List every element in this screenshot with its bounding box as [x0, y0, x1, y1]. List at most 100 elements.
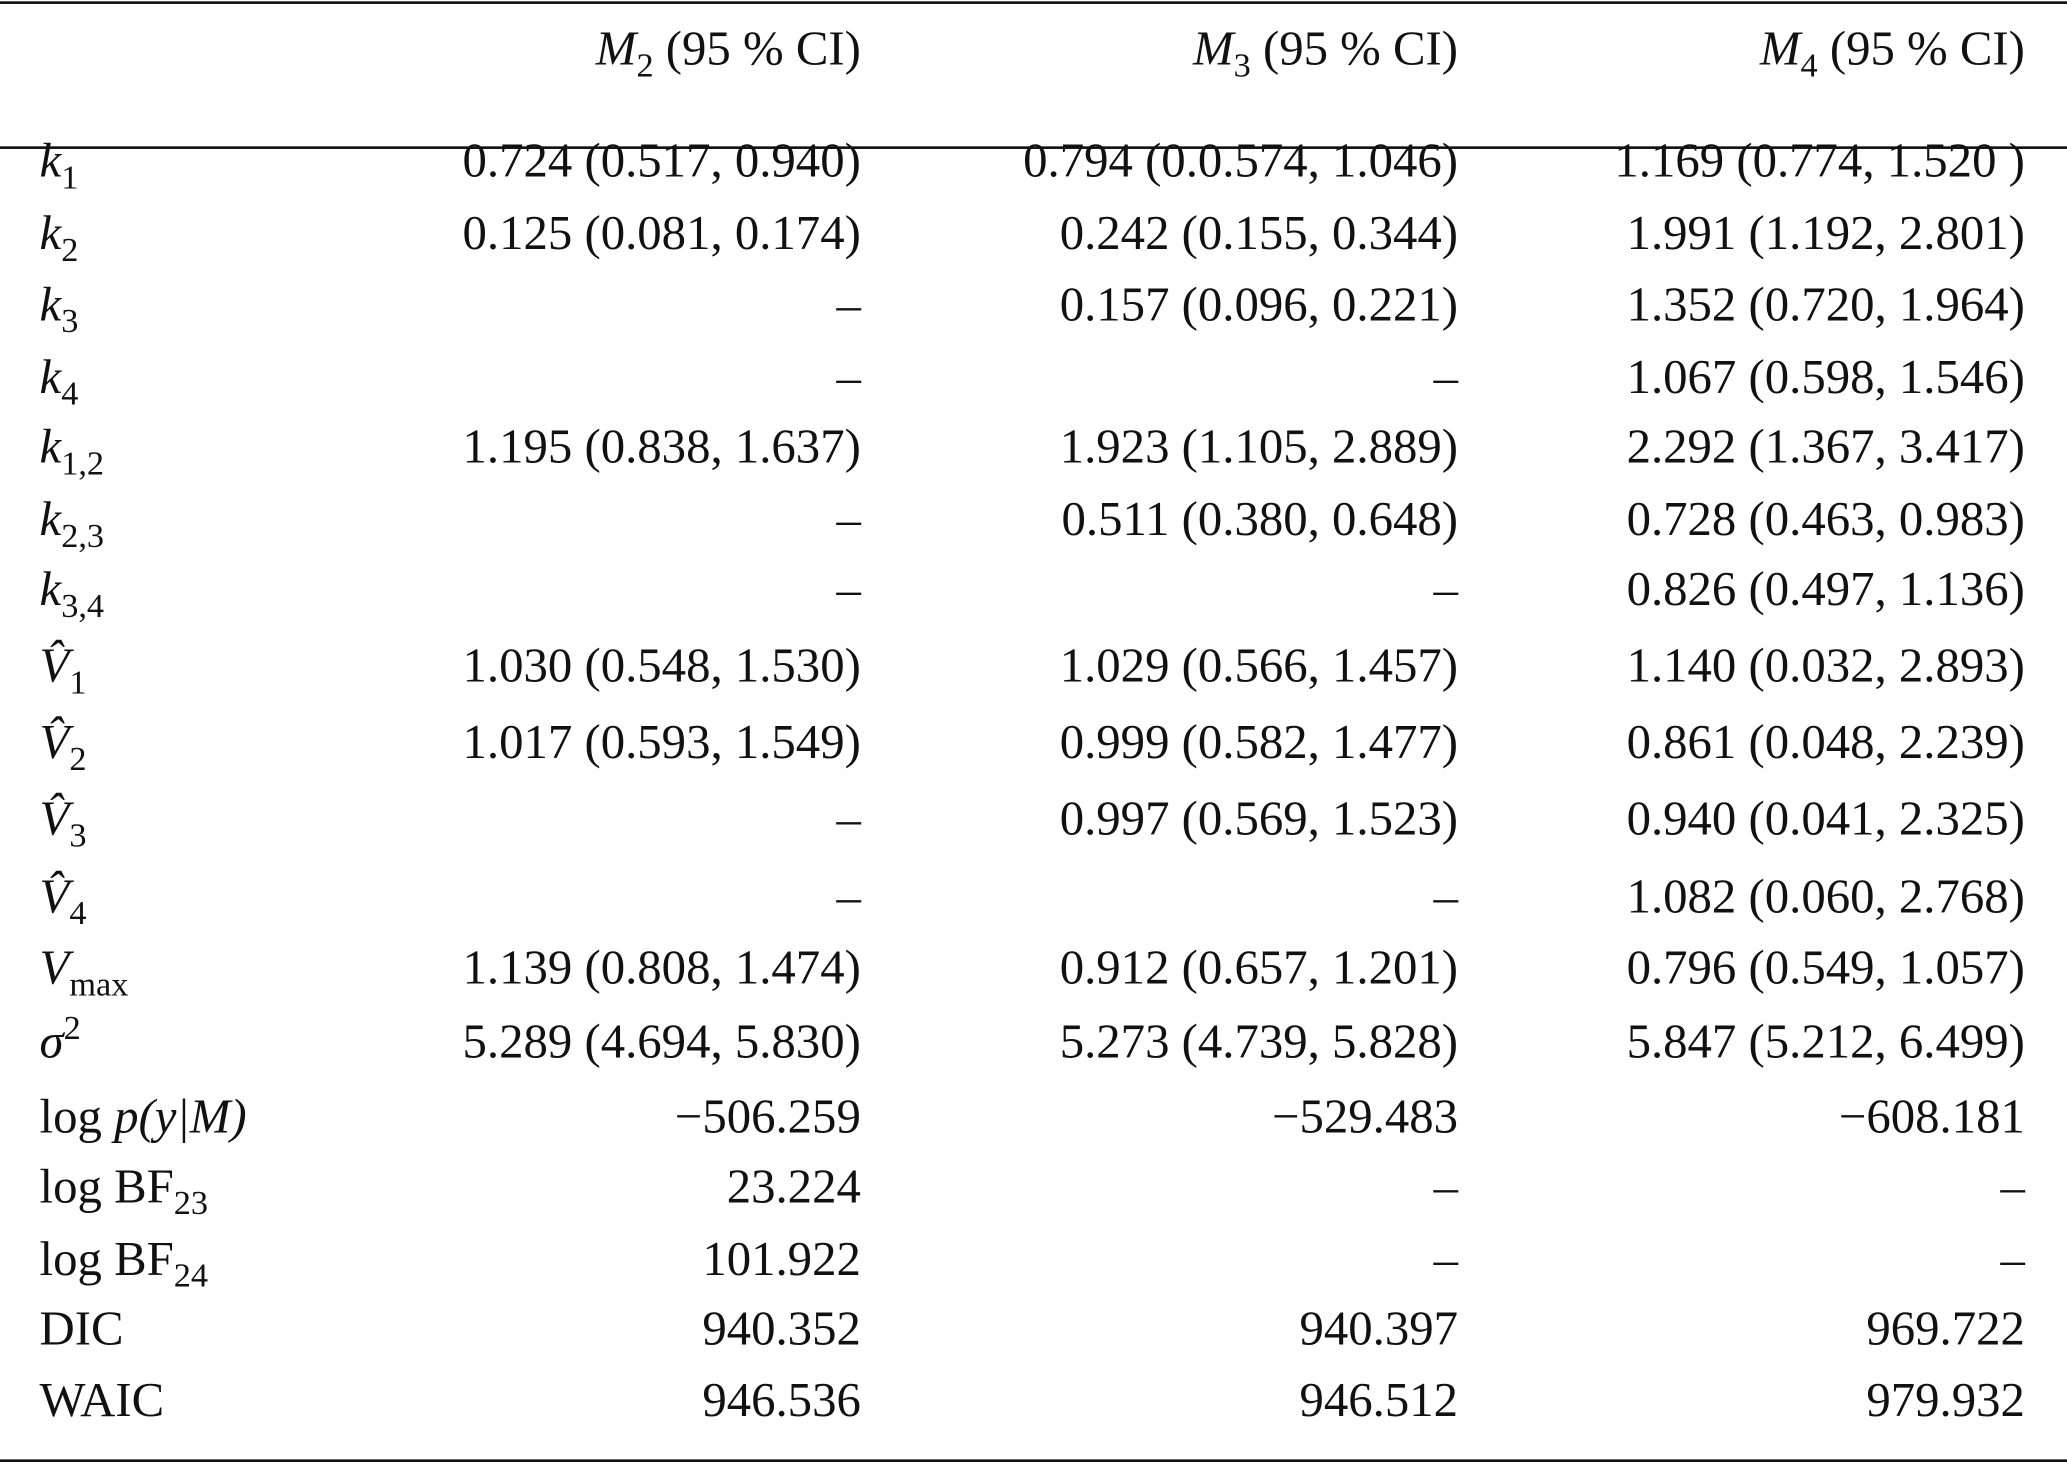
column-header-m2: M2 (95 % CI): [596, 21, 861, 100]
column-header-m4: M4 (95 % CI): [1760, 21, 2025, 100]
row-label: log p(y|M): [40, 1089, 247, 1146]
label-it: k: [39, 562, 62, 617]
header-rule: [0, 146, 2067, 149]
label-sub: 3: [69, 816, 87, 855]
label-sub: 4: [61, 374, 79, 413]
header-suffix: (95 % CI): [1817, 22, 2025, 77]
value-cell-m3: –: [1433, 1160, 1459, 1215]
value-cell-m4: 1.352 (0.720, 1.964): [1626, 278, 2025, 333]
value-cell-m3: −529.483: [1271, 1090, 1459, 1145]
label-sub: 1,2: [61, 444, 105, 483]
row-label: DIC: [40, 1301, 124, 1358]
table-row: log BF24 101.922 – –: [0, 1231, 2067, 1302]
value-cell-m2: 0.125 (0.081, 0.174): [462, 206, 861, 262]
label-it: k: [39, 420, 62, 475]
row-label: k4: [40, 349, 79, 411]
value-cell-m2: 5.289 (4.694, 5.830): [462, 1015, 861, 1070]
table-row: V̂3 – 0.997 (0.569, 1.523) 0.940 (0.041, 2.…: [0, 791, 2067, 862]
value-cell-m3: 946.512: [1299, 1373, 1459, 1428]
label-it: V̂: [39, 792, 70, 847]
row-label: log BF23: [39, 1159, 208, 1220]
value-cell-m4: 0.728 (0.463, 0.983): [1626, 493, 2025, 548]
label-pre: WAIC: [39, 1373, 165, 1428]
value-cell-m2: –: [836, 278, 861, 333]
table-row: k3,4 – – 0.826 (0.497, 1.136): [0, 562, 2067, 633]
row-label: σ2: [39, 1010, 81, 1071]
label-it: V: [39, 941, 70, 996]
table-row: DIC 940.352 940.397 969.722: [0, 1301, 2067, 1372]
row-label: k2,3: [39, 492, 105, 553]
value-cell-m2: 1.139 (0.808, 1.474): [462, 941, 861, 996]
table-row: log p(y|M) −506.259 −529.483 −608.181: [0, 1089, 2067, 1160]
label-it: σ: [39, 1015, 64, 1070]
value-cell-m3: 940.397: [1299, 1302, 1459, 1357]
row-label: V̂2: [40, 715, 87, 776]
row-label: V̂4: [39, 869, 87, 930]
table-row: k4 – – 1.067 (0.598, 1.546): [0, 349, 2067, 420]
label-sub: 24: [173, 1256, 209, 1295]
value-cell-m2: –: [836, 493, 861, 548]
header-model: M: [595, 22, 637, 77]
table-row: k3 – 0.157 (0.096, 0.221) 1.352 (0.720, 1.9…: [0, 277, 2067, 348]
value-cell-m3: 0.999 (0.582, 1.477): [1059, 715, 1459, 770]
table-row: k2,3 – 0.511 (0.380, 0.648) 0.728 (0.463, 0…: [0, 492, 2067, 563]
value-cell-m3: 5.273 (4.739, 5.828): [1059, 1015, 1459, 1070]
row-label: V̂1: [40, 638, 87, 699]
value-cell-m4: –: [2000, 1160, 2025, 1215]
value-cell-m4: 1.169 (0.774, 1.520 ): [1614, 134, 2025, 189]
column-header-m3: M3 (95 % CI): [1193, 21, 1458, 100]
value-cell-m3: 0.511 (0.380, 0.648): [1061, 493, 1459, 548]
header-model: M: [1759, 22, 1801, 77]
row-label: Vmax: [39, 940, 129, 1001]
value-cell-m2: 946.536: [702, 1373, 861, 1428]
label-it: V̂: [39, 870, 70, 925]
header-sub: 2: [636, 46, 654, 85]
label-pre: DIC: [39, 1302, 124, 1357]
table-row: V̂1 1.030 (0.548, 1.530) 1.029 (0.566, 1.4…: [0, 638, 2067, 709]
value-cell-m3: 0.157 (0.096, 0.221): [1059, 278, 1459, 333]
row-label: log BF24: [40, 1231, 208, 1293]
row-label: k3: [39, 277, 79, 338]
value-cell-m2: 23.224: [726, 1160, 861, 1215]
row-label: WAIC: [40, 1372, 165, 1429]
header-sub: 4: [1800, 46, 1818, 85]
label-it: k: [39, 206, 62, 262]
label-it: k: [39, 493, 62, 548]
label-it: k: [39, 134, 62, 189]
value-cell-m2: 1.195 (0.838, 1.637): [462, 420, 861, 475]
table-row: k1 0.724 (0.517, 0.940) 0.794 (0.0.574, 1.…: [0, 133, 2067, 204]
value-cell-m3: 0.794 (0.0.574, 1.046): [1023, 134, 1459, 189]
value-cell-m2: 101.922: [702, 1232, 861, 1287]
value-cell-m4: 1.082 (0.060, 2.768): [1626, 870, 2025, 925]
row-label: k1: [39, 133, 79, 194]
value-cell-m4: 0.826 (0.497, 1.136): [1626, 562, 2025, 617]
value-cell-m2: 0.724 (0.517, 0.940): [462, 134, 861, 189]
table-row: k2 0.125 (0.081, 0.174) 0.242 (0.155, 0.34…: [0, 206, 2067, 277]
value-cell-m3: –: [1433, 870, 1459, 925]
value-cell-m3: –: [1433, 350, 1459, 405]
value-cell-m4: –: [2000, 1232, 2025, 1287]
header-model: M: [1192, 22, 1234, 77]
value-cell-m2: –: [836, 562, 861, 617]
label-sub: 2: [61, 230, 79, 269]
table-row: V̂2 1.017 (0.593, 1.549) 0.999 (0.582, 1.4…: [0, 715, 2067, 786]
value-cell-m3: –: [1433, 562, 1459, 617]
header-sub: 3: [1233, 46, 1251, 85]
row-label: k3,4: [39, 562, 105, 623]
label-sub: 23: [173, 1183, 209, 1223]
label-pre: log BF: [39, 1160, 174, 1215]
table-row: Vmax 1.139 (0.808, 1.474) 0.912 (0.657, 1.…: [0, 940, 2067, 1011]
value-cell-m2: –: [836, 350, 861, 405]
value-cell-m3: 1.029 (0.566, 1.457): [1059, 639, 1459, 694]
label-it: k: [39, 278, 62, 333]
value-cell-m4: 1.991 (1.192, 2.801): [1626, 206, 2025, 262]
label-pre: log: [39, 1090, 115, 1145]
label-sub: 3: [61, 301, 79, 341]
value-cell-m4: 979.932: [1866, 1373, 2025, 1428]
label-it: p(y|M): [114, 1090, 247, 1145]
value-cell-m4: 0.796 (0.549, 1.057): [1626, 941, 2025, 996]
table-row: σ2 5.289 (4.694, 5.830) 5.273 (4.739, 5.82…: [0, 1010, 2067, 1085]
row-label: V̂3: [39, 791, 87, 852]
header-suffix: (95 % CI): [653, 22, 861, 77]
